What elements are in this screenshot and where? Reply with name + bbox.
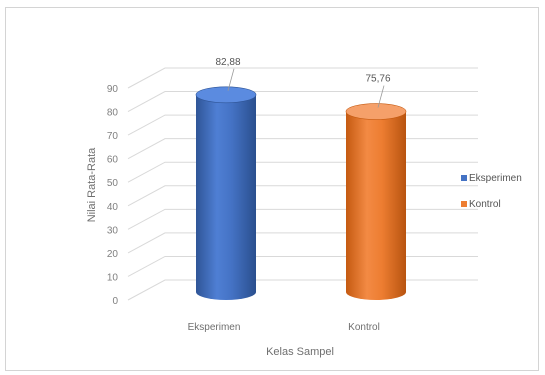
gridline — [127, 161, 478, 183]
bar-kontrol — [345, 103, 407, 300]
legend: Eksperimen Kontrol — [461, 173, 522, 210]
y-tick-label: 30 — [107, 225, 119, 236]
y-tick-label: 50 — [107, 178, 119, 189]
category-labels: Eksperimen Kontrol — [188, 322, 380, 333]
bar-top — [345, 103, 407, 120]
y-tick-label: 60 — [107, 155, 119, 166]
legend-swatch — [461, 201, 467, 207]
y-tick-label: 70 — [107, 131, 119, 142]
bars — [195, 86, 407, 301]
data-label: 82,88 — [215, 57, 240, 68]
y-tick-label: 90 — [107, 84, 119, 95]
x-axis-title: Kelas Sampel — [266, 346, 334, 358]
y-tick-label: 40 — [107, 202, 119, 213]
data-labels: 82,88 75,76 — [215, 57, 391, 108]
y-tick-label: 10 — [107, 272, 119, 283]
legend-label: Kontrol — [469, 199, 501, 210]
y-tick-labels: 0 10 20 30 40 50 60 70 80 90 — [107, 84, 119, 307]
category-label: Eksperimen — [188, 322, 241, 333]
y-tick-label: 0 — [112, 296, 118, 307]
gridline — [127, 138, 478, 160]
bar-body — [346, 111, 406, 300]
category-label: Kontrol — [348, 322, 380, 333]
gridline — [127, 114, 478, 136]
y-tick-label: 20 — [107, 249, 119, 260]
gridlines — [127, 67, 478, 301]
data-label-leader — [377, 85, 385, 108]
gridline — [127, 185, 478, 207]
gridline — [127, 208, 478, 230]
gridline — [127, 91, 478, 112]
gridline — [127, 232, 478, 254]
y-tick-label: 80 — [107, 108, 119, 119]
bar-top — [195, 86, 257, 104]
legend-swatch — [461, 175, 467, 181]
legend-label: Eksperimen — [469, 173, 522, 184]
gridline — [127, 67, 478, 89]
gridline — [127, 255, 478, 277]
gridline — [127, 279, 478, 301]
data-label: 75,76 — [365, 74, 390, 85]
bar-eksperimen — [195, 86, 257, 301]
data-label-leader — [227, 68, 235, 91]
y-axis-title: Nilai Rata-Rata — [86, 147, 98, 222]
bar-body — [196, 94, 256, 301]
